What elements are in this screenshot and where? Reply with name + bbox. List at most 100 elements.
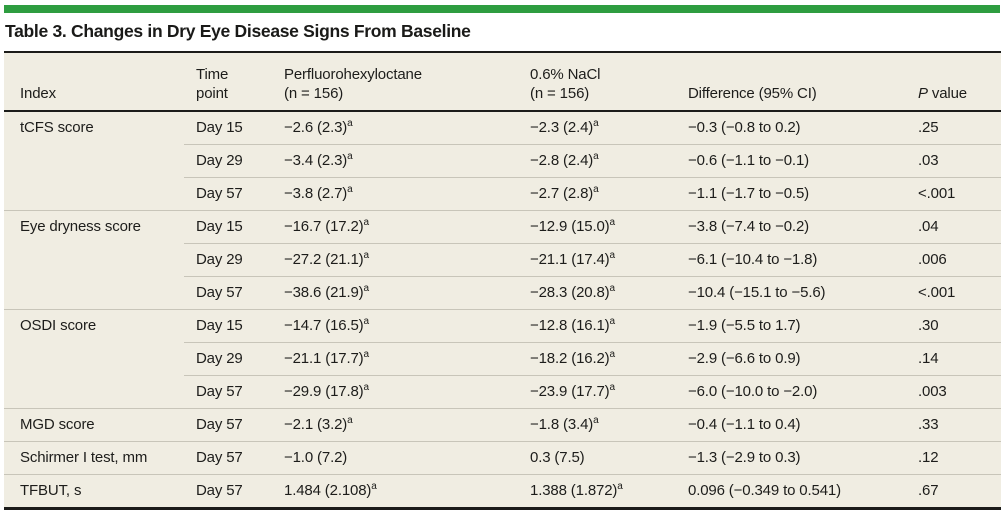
footnote-marker: a xyxy=(363,250,370,261)
index-cell: tCFS score xyxy=(4,110,184,211)
time-cell: Day 15 xyxy=(184,210,272,244)
p-value-cell: .12 xyxy=(906,441,1001,475)
index-cell: TFBUT, s xyxy=(4,474,184,509)
footnote-marker: a xyxy=(609,316,616,327)
footnote-marker: a xyxy=(593,415,599,426)
nacl-cell: −1.8 (3.4)a xyxy=(518,408,676,442)
row-group-eye-dryness: Eye dryness score Day 15 −16.7 (17.2)a −… xyxy=(4,210,1001,310)
p-value-cell: .30 xyxy=(906,309,1001,343)
pfh-cell: −3.8 (2.7)a xyxy=(272,177,518,211)
difference-cell: −10.4 (−15.1 to −5.6) xyxy=(676,276,906,310)
footnote-marker: a xyxy=(617,481,623,492)
time-cell: Day 15 xyxy=(184,110,272,145)
p-value-cell: .03 xyxy=(906,144,1001,178)
difference-cell: −1.1 (−1.7 to −0.5) xyxy=(676,177,906,211)
time-cell: Day 57 xyxy=(184,375,272,409)
time-cell: Day 57 xyxy=(184,474,272,509)
difference-cell: −6.1 (−10.4 to −1.8) xyxy=(676,243,906,277)
time-cell: Day 29 xyxy=(184,342,272,376)
pfh-cell: −2.6 (2.3)a xyxy=(272,110,518,145)
pfh-cell: −1.0 (7.2) xyxy=(272,441,518,475)
footnote-marker: a xyxy=(363,217,370,228)
pfh-cell: −14.7 (16.5)a xyxy=(272,309,518,343)
nacl-cell: −2.3 (2.4)a xyxy=(518,110,676,145)
pfh-cell: −16.7 (17.2)a xyxy=(272,210,518,244)
pfh-cell: −29.9 (17.8)a xyxy=(272,375,518,409)
pfh-cell: −38.6 (21.9)a xyxy=(272,276,518,310)
difference-cell: −0.4 (−1.1 to 0.4) xyxy=(676,408,906,442)
footnote-marker: a xyxy=(347,184,353,195)
nacl-cell: 0.3 (7.5) xyxy=(518,441,676,475)
header-time-point: Time point xyxy=(184,52,272,112)
footnote-marker: a xyxy=(347,415,353,426)
nacl-cell: −12.8 (16.1)a xyxy=(518,309,676,343)
row-group-schirmer: Schirmer I test, mm Day 57 −1.0 (7.2) 0.… xyxy=(4,441,1001,475)
footnote-marker: a xyxy=(593,184,599,195)
nacl-cell: −18.2 (16.2)a xyxy=(518,342,676,376)
index-cell: Schirmer I test, mm xyxy=(4,441,184,475)
footnote-marker: a xyxy=(609,349,616,360)
row-group-tcfs: tCFS score Day 15 −2.6 (2.3)a −2.3 (2.4)… xyxy=(4,110,1001,211)
nacl-cell: 1.388 (1.872)a xyxy=(518,474,676,509)
footnote-marker: a xyxy=(593,151,599,162)
p-value-cell: .04 xyxy=(906,210,1001,244)
difference-cell: −0.6 (−1.1 to −0.1) xyxy=(676,144,906,178)
nacl-cell: −2.8 (2.4)a xyxy=(518,144,676,178)
p-value-cell: .33 xyxy=(906,408,1001,442)
footnote-marker: a xyxy=(363,349,370,360)
difference-cell: −1.9 (−5.5 to 1.7) xyxy=(676,309,906,343)
nacl-cell: −12.9 (15.0)a xyxy=(518,210,676,244)
p-value-cell: .006 xyxy=(906,243,1001,277)
time-cell: Day 57 xyxy=(184,276,272,310)
nacl-cell: −2.7 (2.8)a xyxy=(518,177,676,211)
footnote-marker: a xyxy=(371,481,377,492)
p-value-cell: .14 xyxy=(906,342,1001,376)
pfh-cell: −21.1 (17.7)a xyxy=(272,342,518,376)
pfh-cell: 1.484 (2.108)a xyxy=(272,474,518,509)
row-group-mgd: MGD score Day 57 −2.1 (3.2)a −1.8 (3.4)a… xyxy=(4,408,1001,442)
footnote-marker: a xyxy=(347,118,353,129)
footnote-marker: a xyxy=(609,283,616,294)
index-cell: Eye dryness score xyxy=(4,210,184,310)
p-value-cell: <.001 xyxy=(906,177,1001,211)
table-row: Day 29 −3.4 (2.3)a −2.8 (2.4)a −0.6 (−1.… xyxy=(4,144,1001,178)
p-value-cell: .003 xyxy=(906,375,1001,409)
pfh-cell: −2.1 (3.2)a xyxy=(272,408,518,442)
time-cell: Day 15 xyxy=(184,309,272,343)
table-row: OSDI score Day 15 −14.7 (16.5)a −12.8 (1… xyxy=(4,309,1001,409)
header-nacl: 0.6% NaCl (n = 156) xyxy=(518,52,676,112)
pfh-cell: −3.4 (2.3)a xyxy=(272,144,518,178)
table-row: MGD score Day 57 −2.1 (3.2)a −1.8 (3.4)a… xyxy=(4,408,1001,442)
index-cell: MGD score xyxy=(4,408,184,442)
index-cell: OSDI score xyxy=(4,309,184,409)
difference-cell: 0.096 (−0.349 to 0.541) xyxy=(676,474,906,509)
header-perfluorohexyloctane: Perfluorohexyloctane (n = 156) xyxy=(272,52,518,112)
header-index: Index xyxy=(4,52,184,112)
difference-cell: −1.3 (−2.9 to 0.3) xyxy=(676,441,906,475)
footnote-marker: a xyxy=(609,217,616,228)
table-figure: Table 3. Changes in Dry Eye Disease Sign… xyxy=(4,5,1002,510)
footnote-marker: a xyxy=(363,316,370,327)
table-row: TFBUT, s Day 57 1.484 (2.108)a 1.388 (1.… xyxy=(4,474,1001,509)
nacl-cell: −28.3 (20.8)a xyxy=(518,276,676,310)
header-difference: Difference (95% CI) xyxy=(676,52,906,112)
p-value-cell: <.001 xyxy=(906,276,1001,310)
table-header: Index Time point Perfluorohexyloctane (n… xyxy=(4,52,1001,112)
footnote-marker: a xyxy=(609,250,616,261)
data-table: Index Time point Perfluorohexyloctane (n… xyxy=(4,51,1001,510)
pfh-cell: −27.2 (21.1)a xyxy=(272,243,518,277)
accent-bar xyxy=(4,5,1000,13)
header-p-value: P value xyxy=(906,52,1001,112)
table-row: Day 29 −21.1 (17.7)a −18.2 (16.2)a −2.9 … xyxy=(4,342,1001,376)
table-row: Schirmer I test, mm Day 57 −1.0 (7.2) 0.… xyxy=(4,441,1001,475)
p-value-cell: .25 xyxy=(906,110,1001,145)
difference-cell: −3.8 (−7.4 to −0.2) xyxy=(676,210,906,244)
footnote-marker: a xyxy=(347,151,353,162)
p-value-cell: .67 xyxy=(906,474,1001,509)
footnote-marker: a xyxy=(363,382,370,393)
table-row: tCFS score Day 15 −2.6 (2.3)a −2.3 (2.4)… xyxy=(4,110,1001,211)
time-cell: Day 29 xyxy=(184,243,272,277)
time-cell: Day 29 xyxy=(184,144,272,178)
footnote-marker: a xyxy=(363,283,370,294)
table-row: Day 29 −27.2 (21.1)a −21.1 (17.4)a −6.1 … xyxy=(4,243,1001,277)
